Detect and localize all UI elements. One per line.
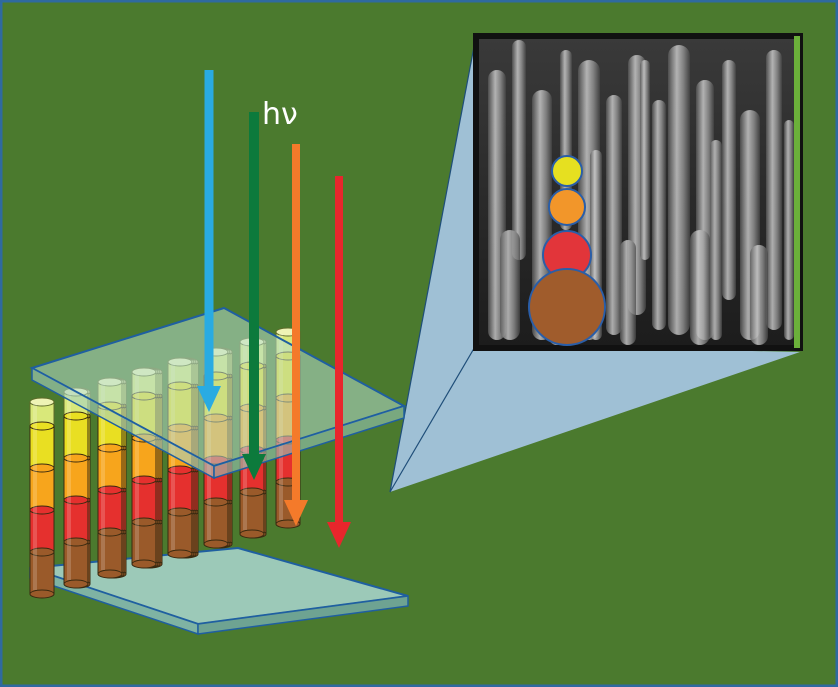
red-light-arrow <box>327 176 351 548</box>
nanowire-16 <box>620 240 636 345</box>
sem-inset <box>473 33 803 351</box>
blue-light-arrow <box>197 70 221 412</box>
nanowire-12 <box>766 50 782 330</box>
nanowire-7 <box>652 100 666 330</box>
nanowire-18 <box>750 245 768 345</box>
photon-energy-label: hν <box>262 97 298 132</box>
bandgap-circle-3 <box>528 268 606 346</box>
bandgap-circles <box>528 155 606 346</box>
nanowire-column-19 <box>29 397 55 599</box>
nanowire-1 <box>512 40 526 260</box>
bandgap-circle-1 <box>548 188 586 226</box>
nanowire-21 <box>710 140 722 340</box>
photon-arrows <box>197 70 351 548</box>
orange-light-arrow <box>284 144 308 526</box>
nanowire-5 <box>606 95 622 335</box>
nanowire-column-18 <box>63 387 89 589</box>
bandgap-circle-0 <box>551 155 583 187</box>
nanowire-19 <box>640 60 650 260</box>
zoom-wedge <box>390 36 800 492</box>
nanowire-13 <box>784 120 794 340</box>
nanowire-8 <box>668 45 690 335</box>
nanowire-10 <box>722 60 736 300</box>
nanowire-17 <box>690 230 710 345</box>
nanowire-14 <box>500 230 520 340</box>
green-light-arrow <box>242 112 266 480</box>
